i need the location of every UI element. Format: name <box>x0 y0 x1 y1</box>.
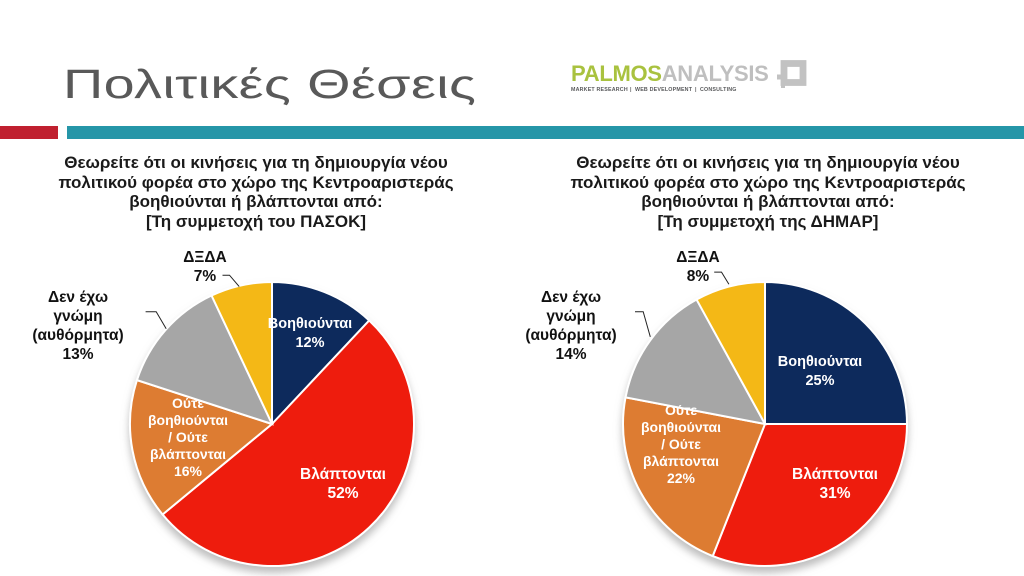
svg-text:PALMOSANALYSIS: PALMOSANALYSIS <box>571 61 769 86</box>
svg-text:|: | <box>695 87 697 93</box>
svg-text:|: | <box>630 87 632 93</box>
svg-text:WEB DEVELOPMENT: WEB DEVELOPMENT <box>635 87 693 93</box>
svg-text:CONSULTING: CONSULTING <box>700 87 737 93</box>
svg-text:MARKET RESEARCH: MARKET RESEARCH <box>571 87 628 93</box>
